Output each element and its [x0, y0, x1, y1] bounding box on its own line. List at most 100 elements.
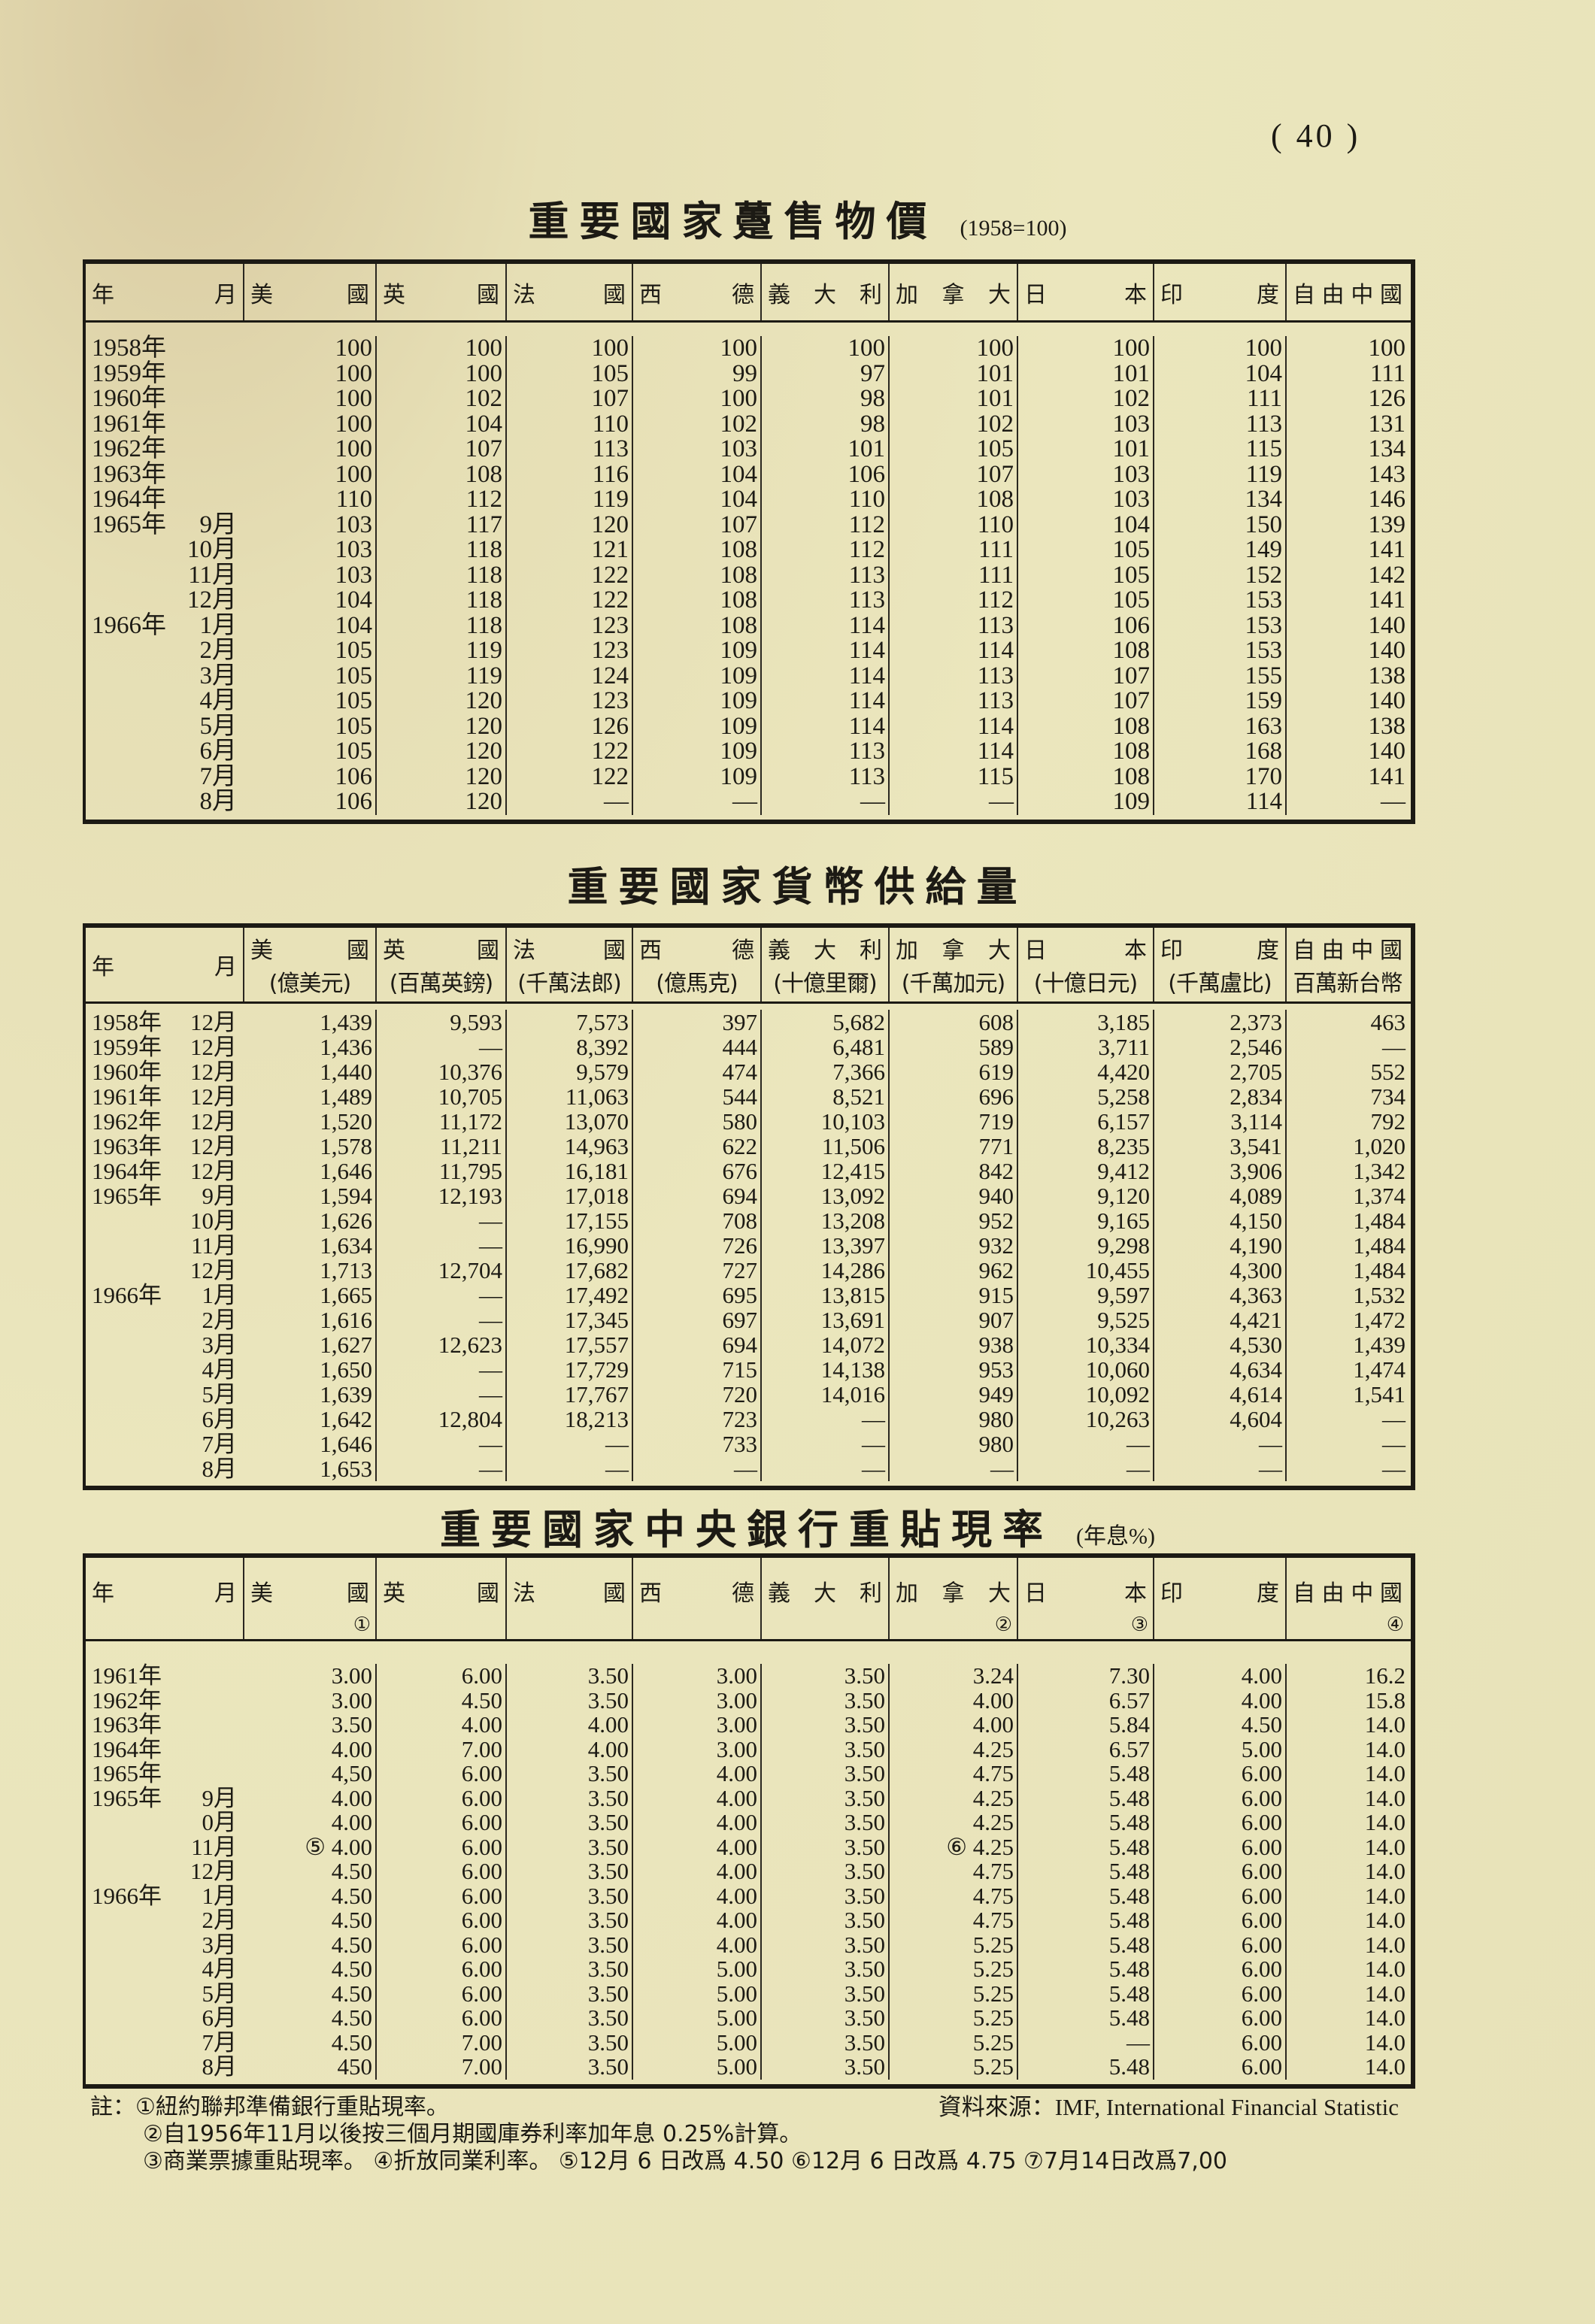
month-label: 9月	[202, 1183, 238, 1209]
year-label: 1961年	[92, 1083, 162, 1110]
value-cell: 9,165	[1018, 1208, 1154, 1233]
column-unit: 百萬新台幣	[1293, 971, 1403, 997]
value-cell: 6.00	[377, 1981, 507, 2006]
value-cell: 3.50	[507, 2005, 633, 2031]
value-cell: 696	[890, 1084, 1018, 1109]
value-cell: 720	[633, 1382, 762, 1407]
column-name: 美國	[250, 938, 369, 964]
value-cell: 6.00	[377, 1859, 507, 1884]
value-cell: —	[1018, 1456, 1154, 1481]
column-name: 自由中國	[1293, 938, 1402, 964]
column-header: 加拿大	[890, 264, 1018, 320]
value-cell: 7,366	[762, 1059, 890, 1084]
period-cell: 3月	[86, 1932, 244, 1958]
value-cell: 4.00	[633, 1786, 762, 1810]
value-cell: 5.25	[890, 2005, 1018, 2031]
column-name: 法國	[513, 1580, 626, 1607]
value-cell: 10,103	[762, 1109, 890, 1134]
value-cell: 580	[633, 1109, 762, 1134]
value-cell: 119	[507, 486, 633, 513]
month-label: 12月	[187, 586, 237, 614]
value-cell: 106	[762, 462, 890, 487]
column-header: 西德	[633, 1558, 762, 1639]
column-header: 美國	[244, 264, 377, 320]
value-cell: 5.25	[890, 2030, 1018, 2055]
value-cell: 143	[1368, 460, 1406, 488]
value-cell: 3.50	[762, 1786, 890, 1810]
value-cell: 1,520	[244, 1109, 377, 1134]
value-cell: 4,614	[1154, 1382, 1287, 1407]
value-cell: 100	[244, 462, 377, 487]
value-cell: 16.2	[1364, 1662, 1405, 1689]
value-cell: 120	[377, 714, 507, 739]
value-cell: 101	[1018, 436, 1154, 462]
year-label: 1966年	[92, 1882, 162, 1909]
value-cell: 114	[762, 663, 890, 689]
value-cell: 104	[244, 613, 377, 638]
value-cell: —	[633, 789, 762, 815]
value-cell: 6.00	[377, 1810, 507, 1835]
value-cell: 12,193	[377, 1183, 507, 1208]
value-cell: 4.00	[633, 1883, 762, 1908]
table-row: 1966年 1月 104 118 123 108 114 113 106 153 140	[86, 613, 1411, 638]
value-cell: 103	[1018, 486, 1154, 513]
period-cell: 12月	[86, 1859, 244, 1884]
value-cell: 7,573	[507, 1010, 633, 1035]
value-cell: 122	[507, 587, 633, 614]
period-cell: 3月	[86, 663, 244, 689]
year-label: 1959年	[92, 359, 166, 387]
value-cell: 4,089	[1154, 1183, 1287, 1208]
value-cell: 4,604	[1154, 1407, 1287, 1432]
value-cell: —	[890, 1456, 1018, 1481]
value-cell: 1,653	[244, 1456, 377, 1481]
value-cell: 4.00	[890, 1688, 1018, 1713]
value-cell: 3.50	[762, 1663, 890, 1689]
title-text: 重要國家躉售物價	[528, 198, 938, 245]
value-cell: 4.75	[890, 1761, 1018, 1786]
footnote-marker: ④	[1386, 1613, 1404, 1636]
value-cell: 108	[890, 486, 1018, 513]
column-name: 自由中國	[1293, 1580, 1402, 1607]
value-cell: 4,634	[1154, 1357, 1287, 1382]
value-cell: 1,713	[244, 1258, 377, 1283]
value-cell: 14,963	[507, 1134, 633, 1159]
value-cell: 153	[1154, 613, 1287, 638]
period-cell: 6月	[86, 1407, 244, 1432]
period-cell: 12月	[86, 1258, 244, 1283]
value-cell: 3.50	[762, 1810, 890, 1835]
month-label: 9月	[202, 1784, 238, 1811]
table-row: 4月 1,650—17,729 715 14,138 953 10,060 4,634 1,4…	[86, 1357, 1411, 1382]
value-cell: 153	[1154, 638, 1287, 664]
table-row: 5月 105 120 126 109 114 114 108 163 138	[86, 714, 1411, 739]
value-cell: 103	[633, 436, 762, 462]
value-cell: 949	[890, 1382, 1018, 1407]
value-cell: 6.00	[377, 1956, 507, 1982]
period-cell: 1963年	[86, 1712, 244, 1738]
table-row: 1962年 100 107 113 103 101 105 101 115 134	[86, 436, 1411, 462]
month-label: 6月	[202, 2004, 238, 2031]
period-cell: 4月	[86, 688, 244, 714]
value-cell: 4.50	[244, 2030, 377, 2055]
month-label: 8月	[202, 2053, 238, 2080]
value-cell: —	[1154, 1456, 1287, 1481]
period-cell: 11月	[86, 1835, 244, 1860]
value-cell: 4.00	[1154, 1663, 1287, 1689]
period-cell: 2月	[86, 638, 244, 664]
value-cell: 1,616	[244, 1307, 377, 1332]
value-cell: 108	[1018, 738, 1154, 765]
value-cell: 4,363	[1154, 1283, 1287, 1307]
value-cell: 105	[1018, 537, 1154, 563]
value-cell: —	[377, 1208, 507, 1233]
value-cell: 108	[633, 537, 762, 563]
value-cell: 13,815	[762, 1283, 890, 1307]
value-cell: 8,392	[507, 1035, 633, 1059]
value-cell: 170	[1154, 764, 1287, 789]
note-line: 註：①紐約聯邦準備銀行重貼現率。	[90, 2094, 449, 2120]
value-cell: 14.0	[1364, 1907, 1405, 1933]
value-cell: 100	[244, 361, 377, 386]
table-title-wholesale-prices: 重要國家躉售物價 (1958=100)	[0, 188, 1595, 247]
value-cell: ⑥ 4.25	[890, 1835, 1018, 1859]
value-cell: 113	[762, 738, 890, 765]
table-row: 4月 105 120 123 109 114 113 107 159 140	[86, 688, 1411, 714]
value-cell: 102	[890, 411, 1018, 437]
